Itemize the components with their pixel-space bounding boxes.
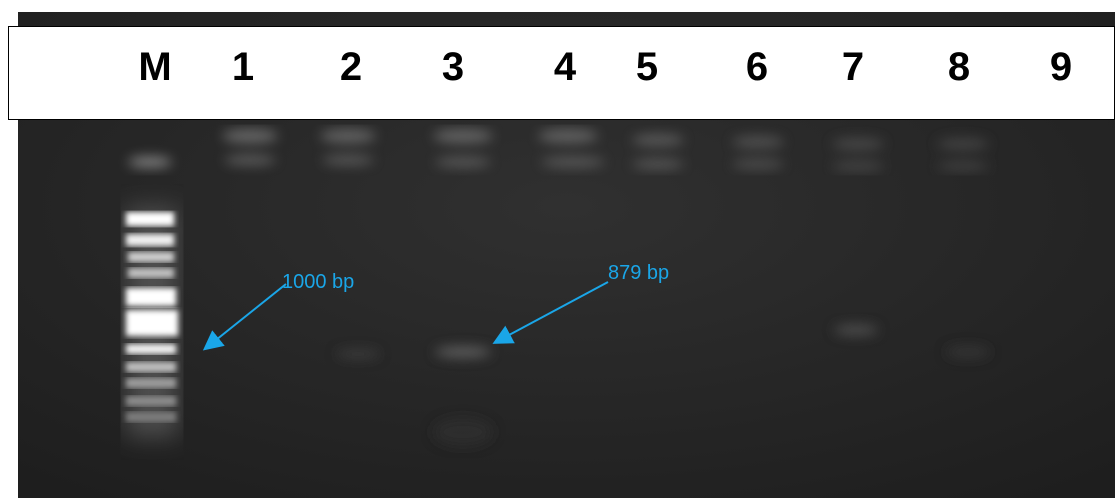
marker-ladder — [126, 207, 178, 437]
marker-arrow — [202, 283, 287, 351]
product-band-label: 879 bp — [608, 262, 670, 284]
lane-label-4: 4 — [553, 45, 577, 89]
lane-label-9: 9 — [1049, 45, 1073, 89]
lane-label-6: 6 — [745, 45, 769, 89]
lane-label-1: 1 — [231, 45, 255, 89]
lane-label-7: 7 — [841, 45, 865, 89]
product-arrow — [492, 281, 609, 344]
lane-label-2: 2 — [339, 45, 363, 89]
sample-bands — [336, 325, 990, 446]
lane-label-bar: M 1 2 3 4 5 6 7 8 9 — [8, 26, 1115, 120]
lane-label-8: 8 — [947, 45, 971, 89]
lane-label-5: 5 — [635, 45, 659, 89]
wells — [128, 129, 989, 171]
marker-band-label: 1000 bp — [282, 271, 355, 293]
lane-label-m: M — [138, 45, 172, 89]
lane-label-3: 3 — [441, 45, 465, 89]
